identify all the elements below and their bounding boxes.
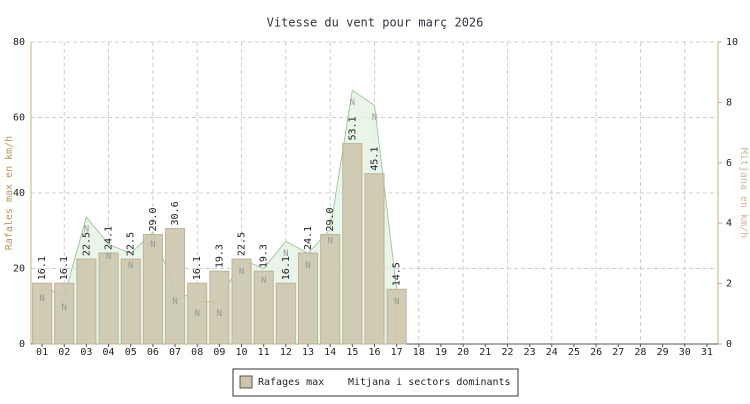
bar [364,173,385,345]
y-tick-label: 60 [13,113,25,124]
value-label: 16.1 [192,256,203,280]
direction-label: N [239,267,244,277]
x-tick-label: 21 [479,347,491,358]
x-tick-label: 11 [258,347,270,358]
direction-label: N [305,261,310,271]
bar [342,143,363,345]
y-tick-label: 0 [19,339,25,350]
y-axis-title: Rafales max en km/h [4,136,15,250]
legend-label: Mitjana i sectors dominants [348,377,511,388]
direction-label: N [217,309,222,319]
x-tick-label: 28 [634,347,646,358]
legend-swatch [239,375,253,389]
x-tick-label: 23 [524,347,536,358]
direction-label: N [372,113,377,123]
direction-label: N [150,240,155,250]
x-tick-label: 13 [302,347,314,358]
y2-tick-label: 6 [726,158,732,169]
bar [209,270,230,345]
value-label: 45.1 [370,147,381,171]
x-tick-label: 06 [147,347,159,358]
x-tick-label: 31 [701,347,713,358]
x-tick-label: 30 [679,347,691,358]
value-label: 24.1 [303,226,314,250]
x-tick-label: 18 [413,347,425,358]
value-label: 22.5 [126,232,137,256]
bar [320,234,341,345]
x-tick-label: 19 [435,347,447,358]
x-tick-label: 22 [501,347,513,358]
value-label: 16.1 [281,256,292,280]
value-label: 29.0 [148,207,159,231]
x-tick-label: 01 [36,347,48,358]
bar [98,252,119,345]
y2-axis-title: Mitjana en km/h [738,148,749,238]
y2-tick-label: 0 [726,339,732,350]
x-tick-label: 20 [457,347,469,358]
x-tick-label: 12 [280,347,292,358]
value-label: 16.1 [37,256,48,280]
bar [120,258,141,345]
value-label: 14.5 [392,262,403,286]
bar [76,258,97,345]
direction-label: N [106,252,111,262]
bar [32,282,53,345]
y2-tick-label: 4 [726,218,732,229]
value-label: 16.1 [59,256,70,280]
x-tick-label: 24 [546,347,558,358]
x-tick-label: 09 [213,347,225,358]
x-tick-label: 17 [391,347,403,358]
value-label: 19.3 [259,244,270,268]
value-label: 24.1 [104,226,115,250]
x-tick-label: 14 [324,347,336,358]
x-tick-label: 04 [103,347,115,358]
x-tick-label: 08 [191,347,203,358]
value-label: 29.0 [325,207,336,231]
direction-label: N [350,98,355,108]
direction-label: N [128,261,133,271]
direction-label: N [84,225,89,235]
x-tick-label: 27 [612,347,624,358]
y2-tick-label: 8 [726,97,732,108]
direction-label: N [62,303,67,313]
direction-label: N [283,249,288,259]
y-tick-label: 40 [13,188,25,199]
value-label: 22.5 [237,232,248,256]
x-tick-label: 16 [368,347,380,358]
x-tick-label: 10 [236,347,248,358]
x-tick-label: 07 [169,347,181,358]
y-tick-label: 20 [13,264,25,275]
x-tick-label: 05 [125,347,137,358]
value-label: 30.6 [170,201,181,225]
x-tick-label: 03 [80,347,92,358]
y2-tick-label: 10 [726,37,738,48]
legend [232,368,519,397]
x-tick-label: 29 [657,347,669,358]
direction-label: N [172,297,177,307]
y-tick-label: 80 [13,37,25,48]
direction-label: N [327,237,332,247]
direction-label: N [394,297,399,307]
legend-label: Rafages max [258,377,324,388]
bar [54,282,75,345]
bar [165,227,186,345]
bar [142,234,163,345]
value-label: 19.3 [214,244,225,268]
x-tick-label: 26 [590,347,602,358]
bar [275,282,296,345]
x-tick-label: 02 [58,347,70,358]
y2-tick-label: 2 [726,279,732,290]
value-label: 53.1 [347,116,358,140]
x-tick-label: 25 [568,347,580,358]
x-tick-label: 15 [346,347,358,358]
direction-label: N [261,276,266,286]
direction-label: N [194,309,199,319]
chart-title: Vitesse du vent pour marҫ 2026 [267,16,484,30]
value-label: 22.5 [81,232,92,256]
direction-label: N [39,294,44,304]
